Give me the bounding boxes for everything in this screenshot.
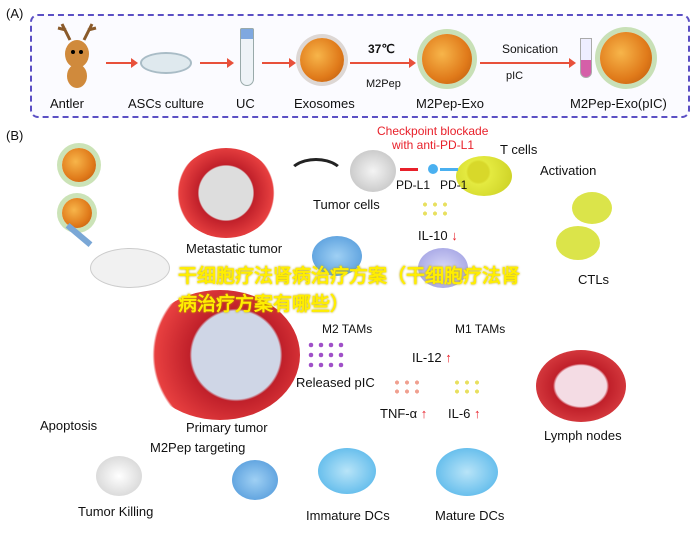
cytokine-dots xyxy=(452,378,482,396)
temperature-label: 37℃ xyxy=(368,42,395,56)
il12-label: IL-12 ↑ xyxy=(412,350,452,365)
il10-label: IL-10 ↓ xyxy=(418,228,458,243)
m2pep-exo-icon xyxy=(422,34,472,84)
il12-text: IL-12 xyxy=(412,350,442,365)
cytokine-dots xyxy=(392,378,422,396)
petri-dish-icon xyxy=(140,52,192,74)
checkpoint-label-line2: with anti-PD-L1 xyxy=(392,138,475,152)
nanoparticle-icon xyxy=(62,198,92,228)
t-cell-icon xyxy=(456,156,512,196)
il6-text: IL-6 xyxy=(448,406,471,421)
tnf-text: TNF-α xyxy=(380,406,418,421)
step-ascs-culture: ASCs culture xyxy=(128,96,204,111)
arrow xyxy=(106,58,138,68)
exosome-icon xyxy=(300,38,344,82)
il6-label: IL-6 ↑ xyxy=(448,406,481,421)
panel-a-label: (A) xyxy=(6,6,24,21)
ctl-icon xyxy=(556,226,600,260)
tam-targeting-icon xyxy=(232,460,278,500)
lymph-node-icon xyxy=(536,350,626,422)
m1-tams-label: M1 TAMs xyxy=(455,322,506,336)
m2pep-exo-pic-icon xyxy=(600,32,652,84)
il10-text: IL-10 xyxy=(418,228,448,243)
step-m2pep-exo: M2Pep-Exo xyxy=(416,96,484,111)
step-uc: UC xyxy=(236,96,255,111)
tumor-killing-label: Tumor Killing xyxy=(78,504,154,519)
t-cells-label: T cells xyxy=(500,142,538,157)
m1-tam-icon xyxy=(418,248,468,288)
sonication-label: Sonication xyxy=(502,42,559,56)
released-pic-label: Released pIC xyxy=(296,375,375,390)
arrow xyxy=(350,58,416,68)
apoptosis-label: Apoptosis xyxy=(40,418,98,433)
metastatic-tumor-image xyxy=(176,148,276,238)
nanoparticle-icon xyxy=(62,148,96,182)
m2pep-reagent-label: M2Pep xyxy=(366,78,401,90)
ctl-icon xyxy=(572,192,612,224)
pic-dots xyxy=(306,340,346,370)
watermark-overlay: 干细胞疗法肾病治疗方案（干细胞疗法肾病治疗方案有哪些） xyxy=(178,265,521,315)
arrow xyxy=(286,158,346,198)
primary-tumor-label: Primary tumor xyxy=(186,420,268,435)
arrow xyxy=(262,58,296,68)
up-arrow-icon: ↑ xyxy=(445,350,452,365)
tnf-label: TNF-α ↑ xyxy=(380,406,427,421)
primary-tumor-image xyxy=(140,290,300,420)
up-arrow-icon: ↑ xyxy=(474,406,481,421)
tumor-cells-label: Tumor cells xyxy=(313,197,380,212)
step-antler: Antler xyxy=(50,96,84,111)
panel-b-label: (B) xyxy=(6,128,24,143)
anti-pd-l1-icon xyxy=(428,164,438,174)
mature-dcs-label: Mature DCs xyxy=(435,508,505,523)
immature-dcs-label: Immature DCs xyxy=(306,508,390,523)
step-m2pep-exo-pic: M2Pep-Exo(pIC) xyxy=(570,96,667,111)
mature-dc-icon xyxy=(436,448,498,496)
m2-tam-icon xyxy=(312,236,362,276)
up-arrow-icon: ↑ xyxy=(420,406,428,421)
arrow xyxy=(480,58,576,68)
pd-1-label: PD-1 xyxy=(440,178,468,192)
cytokine-dots xyxy=(420,200,450,218)
deer-icon xyxy=(52,20,102,90)
tube-icon xyxy=(240,28,254,86)
ctls-label: CTLs xyxy=(578,272,610,287)
down-arrow-icon: ↓ xyxy=(451,228,458,243)
lymph-nodes-label: Lymph nodes xyxy=(544,428,622,443)
step-exosomes: Exosomes xyxy=(294,96,355,111)
pd1-icon xyxy=(440,168,458,171)
m2-tams-label: M2 TAMs xyxy=(322,322,373,336)
antibody-icon xyxy=(400,168,418,171)
arrow xyxy=(200,58,234,68)
immature-dc-icon xyxy=(318,448,376,494)
metastatic-tumor-label: Metastatic tumor xyxy=(186,241,283,256)
pic-reagent-label: pIC xyxy=(506,70,524,82)
tumor-cell-icon xyxy=(350,150,396,192)
pd-l1-label: PD-L1 xyxy=(396,178,431,192)
m2pep-targeting-label: M2Pep targeting xyxy=(150,440,246,455)
cuvette-icon xyxy=(580,38,592,78)
mouse-icon xyxy=(90,248,170,288)
dead-tumor-cell-icon xyxy=(96,456,142,496)
checkpoint-label-line1: Checkpoint blockade xyxy=(377,124,489,138)
activation-label: Activation xyxy=(540,163,597,178)
